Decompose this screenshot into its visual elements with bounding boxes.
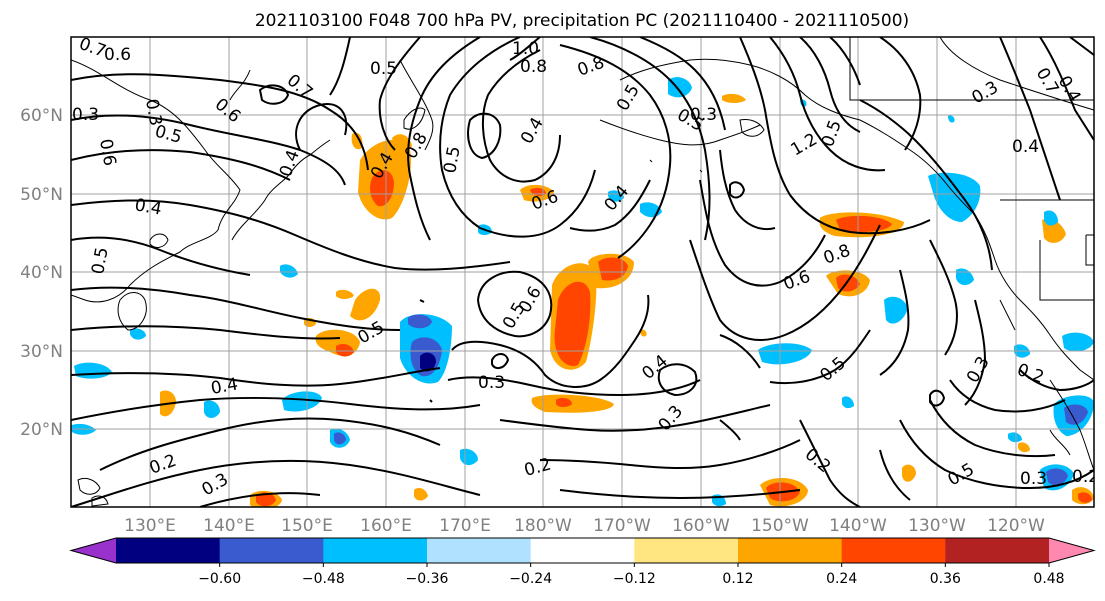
contour-label: 0.4 [133,195,163,219]
colorbar-extend-high [1049,538,1094,563]
contour-labels: 0.7 0.6 0.5 1.0 0.8 0.8 0.7 0.6 0.3 0.5 … [72,37,1099,500]
contour-label: 1.0 [512,39,539,59]
colorbar-segment [945,538,1050,563]
contour-label: 0.3 [1020,469,1047,489]
latitude-labels: 60°N 50°N 40°N 30°N 20°N [20,106,63,440]
contour-label: 0.8 [520,57,547,77]
lon-label: 170°W [593,516,651,536]
colorbar-tick-label: −0.60 [198,571,241,587]
contour-label: 0.2 [1072,467,1099,487]
colorbar-tick-label: 0.24 [826,571,857,587]
colorbar-tick-label: 0.36 [930,571,961,587]
colorbar-tick-label: −0.12 [613,571,656,587]
lat-label: 40°N [20,263,63,283]
contour-label: 0.5 [440,145,464,175]
lon-label: 140°W [829,516,887,536]
longitude-labels: 130°E 140°E 150°E 160°E 170°E 180°W 170°… [124,516,1045,536]
contour-label: 0.3 [690,105,717,125]
lon-label: 150°W [751,516,809,536]
contour-label: 0.6 [104,45,131,65]
lon-label: 130°E [124,516,176,536]
lon-label: 170°E [439,516,491,536]
pv-contours [71,37,1094,507]
figure-title: 2021103100 F048 700 hPa PV, precipitatio… [255,11,909,31]
lat-label: 60°N [20,106,63,126]
contour-label: 0.3 [72,105,99,125]
lon-label: 160°W [672,516,730,536]
colorbar-tick-label: −0.48 [302,571,345,587]
contour-label: 0.5 [88,246,112,276]
lat-label: 20°N [20,420,63,440]
colorbar-segment [323,538,428,563]
colorbar-segment [219,538,324,563]
graticule [71,37,1094,507]
colorbar-segment [530,538,635,563]
lon-label: 160°E [360,516,412,536]
colorbar: −0.60 −0.48 −0.36 −0.24 −0.12 0.12 0.24 0.36 0.4… [69,537,1096,587]
contour-label: 0.4 [209,375,239,399]
lat-label: 30°N [20,342,63,362]
colorbar-tick-label: 0.12 [722,571,753,587]
coastlines [71,37,1094,507]
colorbar-segment [427,538,532,563]
lon-label: 130°W [908,516,966,536]
colorbar-extend-low [71,538,116,563]
lon-label: 120°W [987,516,1045,536]
contour-label: 0.4 [1012,137,1039,157]
colorbar-tick-label: 0.48 [1033,571,1064,587]
colorbar-tick-label: −0.36 [406,571,449,587]
contour-label: 0.3 [478,373,505,393]
contour-label: 0.5 [370,59,397,79]
colorbar-segment [116,538,221,563]
lon-label: 150°E [281,516,333,536]
colorbar-outline [69,537,1096,564]
colorbar-segment [841,538,946,563]
colorbar-segment [738,538,843,563]
colorbar-segment [634,538,739,563]
lon-label: 180°W [514,516,572,536]
lon-label: 140°E [203,516,255,536]
colorbar-tick-label: −0.24 [509,571,552,587]
lat-label: 50°N [20,185,63,205]
contour-label: 0.3 [141,97,165,127]
contour-label: 0.6 [95,137,119,167]
